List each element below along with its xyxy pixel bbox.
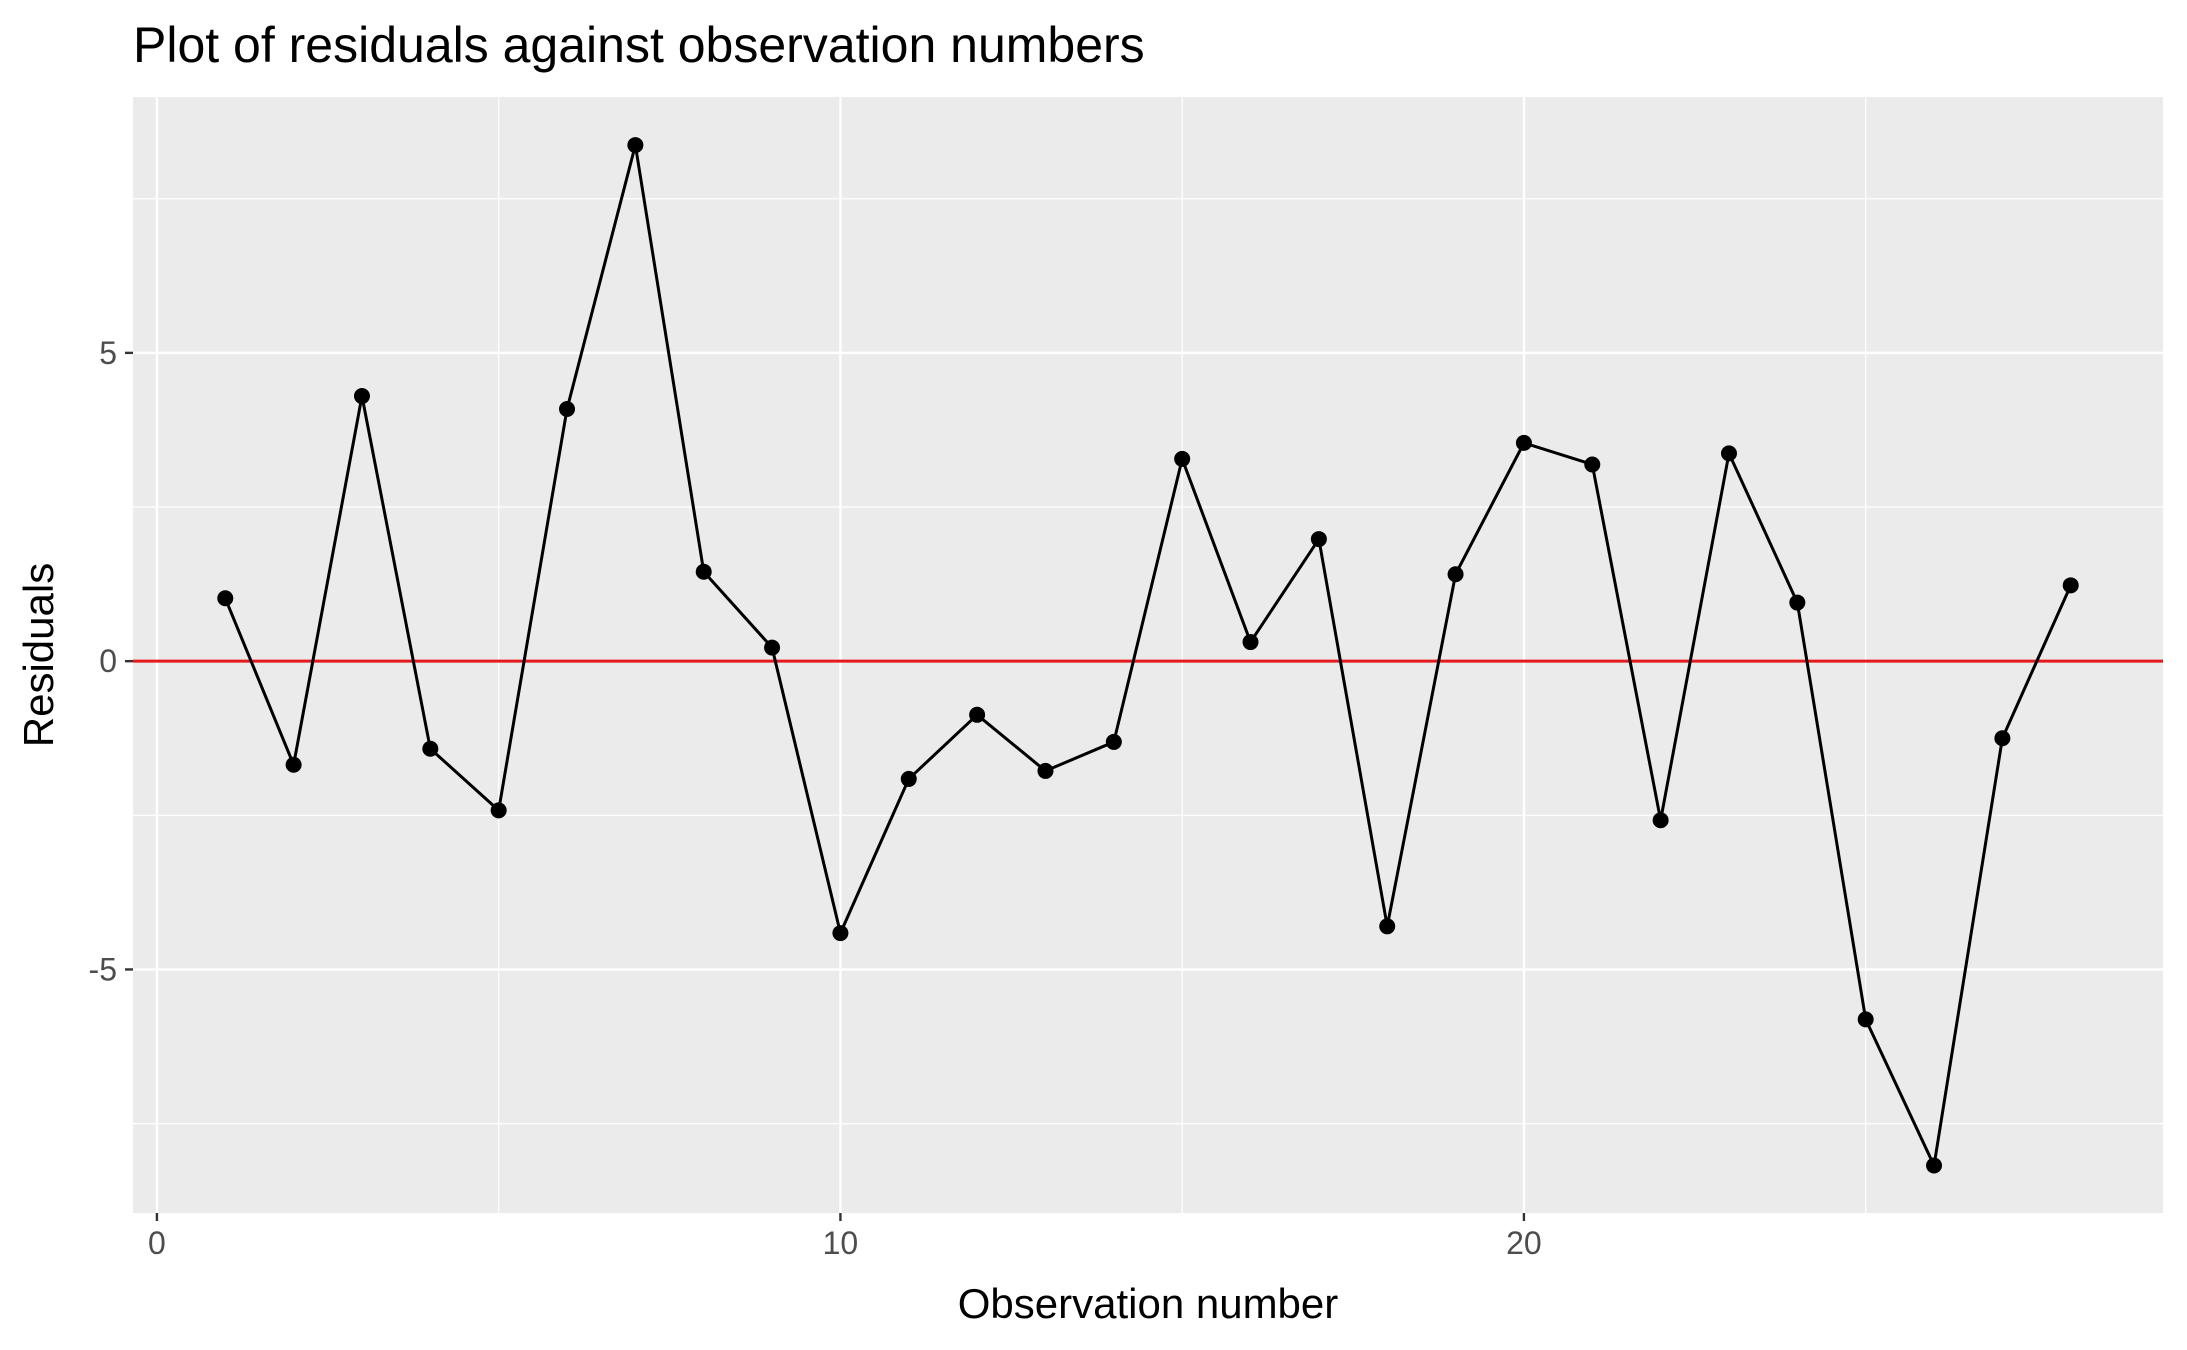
x-axis: 0 10 20 [148,1213,1542,1261]
residuals-series-line [223,143,2073,1168]
data-point [1515,434,1532,451]
data-point [490,802,507,819]
data-point [832,925,849,942]
data-point [559,400,576,417]
data-point [1994,730,2011,747]
data-point [285,756,302,773]
data-point [1242,634,1259,651]
x-tick-label: 0 [148,1225,166,1261]
y-tick-label: -5 [89,951,117,987]
y-tick-label: 0 [99,643,117,679]
data-points [217,137,2079,1174]
data-point [1174,450,1191,467]
data-point [1105,733,1122,750]
x-tick-label: 10 [823,1225,859,1261]
data-point [217,590,234,607]
data-point [422,740,439,757]
data-point [1310,531,1327,548]
data-point [1447,566,1464,583]
data-point [1379,918,1396,935]
x-tick-label: 20 [1506,1225,1542,1261]
data-point [1857,1011,1874,1028]
series-line-group [223,143,2073,1168]
data-point [2062,577,2079,594]
y-tick-label: 5 [99,335,117,371]
data-point [1926,1157,1943,1174]
data-point [1037,762,1054,779]
data-point [969,706,986,723]
y-axis: -5 0 5 [89,335,133,987]
data-point [695,563,712,580]
y-axis-title: Residuals [15,563,62,747]
data-point [1720,445,1737,462]
x-axis-title: Observation number [958,1280,1339,1327]
data-point [1789,594,1806,611]
data-point [900,770,917,787]
data-point [1584,456,1601,473]
plot-panel [133,97,2163,1213]
data-point [764,639,781,656]
data-point [1652,812,1669,829]
data-point [627,137,644,154]
chart-title: Plot of residuals against observation nu… [133,17,1145,73]
minor-grid [133,97,2163,1213]
data-point [353,388,370,405]
